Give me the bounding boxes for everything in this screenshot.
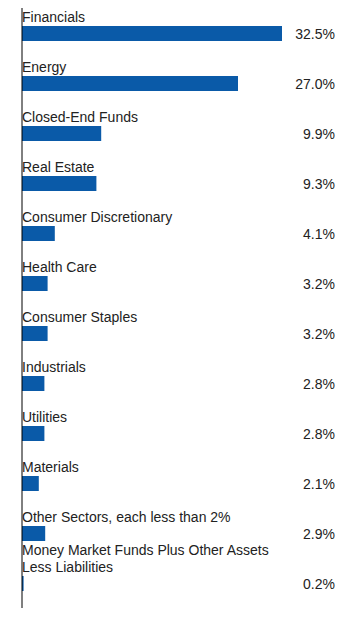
svg-text:3.2%: 3.2% (303, 326, 335, 342)
svg-text:Industrials: Industrials (22, 359, 86, 375)
svg-text:0.2%: 0.2% (303, 576, 335, 592)
svg-text:Consumer Staples: Consumer Staples (22, 309, 137, 325)
svg-text:4.1%: 4.1% (303, 226, 335, 242)
svg-text:Other Sectors, each less than: Other Sectors, each less than 2% (22, 509, 231, 525)
svg-text:Real Estate: Real Estate (22, 159, 95, 175)
svg-text:3.2%: 3.2% (303, 276, 335, 292)
svg-text:2.9%: 2.9% (303, 526, 335, 542)
svg-text:2.8%: 2.8% (303, 376, 335, 392)
svg-text:32.5%: 32.5% (295, 26, 335, 42)
svg-text:Energy: Energy (22, 59, 66, 75)
svg-text:Financials: Financials (22, 9, 85, 25)
svg-text:Utilities: Utilities (22, 409, 67, 425)
svg-text:Materials: Materials (22, 459, 79, 475)
svg-text:9.9%: 9.9% (303, 126, 335, 142)
svg-text:2.1%: 2.1% (303, 476, 335, 492)
svg-text:27.0%: 27.0% (295, 76, 335, 92)
svg-text:9.3%: 9.3% (303, 176, 335, 192)
svg-text:2.8%: 2.8% (303, 426, 335, 442)
svg-text:Closed-End Funds: Closed-End Funds (22, 109, 138, 125)
svg-text:Health Care: Health Care (22, 259, 97, 275)
svg-text:Money Market Funds Plus Other: Money Market Funds Plus Other AssetsLess… (22, 542, 269, 575)
svg-text:Consumer Discretionary: Consumer Discretionary (22, 209, 172, 225)
